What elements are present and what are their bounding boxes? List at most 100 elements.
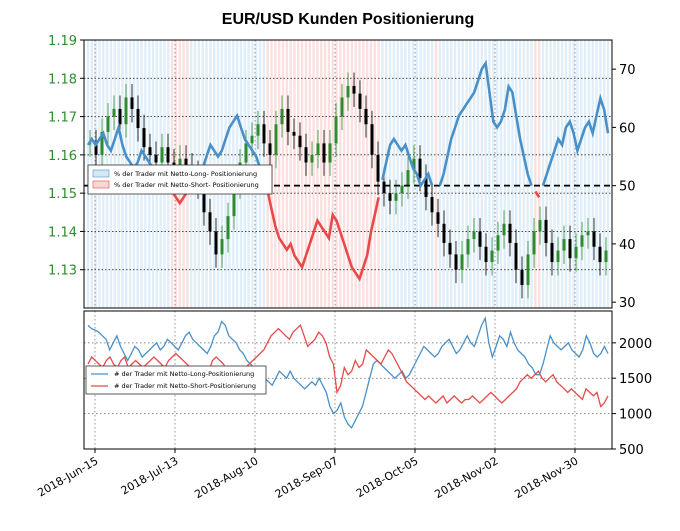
date-tick-label: 2018-Jul-13 [119,454,181,497]
sentiment-fill-column [553,40,556,308]
sentiment-fill-column [411,40,415,308]
sentiment-fill-column [537,40,541,308]
sentiment-fill-column [308,40,311,308]
sentiment-fill-column [323,40,327,308]
sentiment-fill-column [541,40,545,308]
sentiment-fill-column [515,40,518,308]
candle-body [556,250,560,263]
sentiment-fill-column [507,40,510,308]
candle-body [256,124,260,136]
bottom-legend: # der Trader mit Netto-Long-Positionieru… [85,365,267,395]
sentiment-fill-column [492,40,495,308]
sentiment-fill-column [461,40,464,308]
candle-body [262,124,266,144]
sentiment-fill-column [358,40,361,308]
candle-body [250,135,254,144]
candle-body [160,147,164,163]
sentiment-fill-column [591,40,594,308]
sentiment-fill-column [396,40,399,308]
date-tick-label: 2018-Jun-15 [35,454,100,499]
candle-body [472,231,476,240]
sentiment-fill-column [316,40,319,308]
sentiment-tick-label: 40 [619,238,636,253]
candle-body [232,185,236,217]
sentiment-fill-column [335,40,338,308]
candle-body [358,93,362,109]
candle-body [544,219,548,243]
sentiment-fill-column [274,40,277,308]
candle-body [148,147,152,155]
sentiment-fill-column [576,40,579,308]
price-tick-label: 1.15 [48,187,77,202]
candle-body [484,246,488,263]
date-axis-ticks: 2018-Jun-15 2018-Jul-13 2018-Aug-10 2018-Se… [35,449,581,501]
sentiment-fill-column [511,40,514,308]
sentiment-fill-column [457,40,461,308]
count-axis-ticks: 500 1000 1500 2000 [612,337,652,458]
sentiment-fill-column [277,40,281,308]
sentiment-fill-column [400,40,403,308]
candle-body [130,97,134,109]
sentiment-fill-column [327,40,331,308]
sentiment-fill-column [602,40,606,308]
long-fill-swatch [92,169,110,178]
short-count-line [87,324,609,408]
sentiment-fill-column [557,40,560,308]
candle-body [112,108,116,117]
bottom-legend-long-label: # der Trader mit Netto-Long-Positionieru… [114,370,254,378]
candle-body [292,131,296,136]
long-count-line [87,315,609,429]
sentiment-fill-column [312,40,315,308]
top-panel: 1.131.141.151.161.171.181.19 3040506070 … [48,34,636,311]
sentiment-fill-column [465,40,468,308]
count-tick-label: 500 [619,443,644,458]
candle-body [538,219,542,232]
sentiment-fill-column [587,40,591,308]
sentiment-fill-column [568,40,571,308]
candle-body [214,231,218,255]
price-tick-label: 1.13 [48,264,77,279]
sentiment-fill-column [331,40,334,308]
candle-body [364,108,368,125]
sentiment-fill-column [476,40,480,308]
candle-body [532,231,536,255]
sentiment-fill-column [404,40,407,308]
price-candles [88,72,608,299]
candle-body [424,177,428,197]
candle-body [304,147,308,163]
sentiment-tick-label: 70 [619,63,636,78]
sentiment-fill-column [488,40,491,308]
date-tick-label: 2018-Sep-07 [273,454,341,501]
sentiment-axis-ticks: 30 40 50 60 70 [612,63,636,311]
sentiment-fill-column [453,40,457,308]
top-legend-long-label: % der Trader mit Netto-Long- Positionier… [114,170,257,178]
candle-body [334,116,338,144]
candle-body [436,212,440,224]
sentiment-tick-label: 50 [619,180,636,195]
candle-body [268,143,272,155]
sentiment-fill-column [446,40,449,308]
candle-body [352,85,356,94]
candle-body [124,97,128,125]
candle-body [520,269,524,286]
candle-body [508,223,512,243]
long-percent-line [86,59,610,189]
sentiment-fill-column [320,40,323,308]
price-tick-label: 1.18 [48,72,77,87]
candle-body [316,143,320,155]
sentiment-fill-column [388,40,392,308]
candle-body [514,242,518,270]
candle-body [166,147,170,163]
candle-body [184,158,188,167]
candle-body [298,135,302,148]
sentiment-fill-column [606,40,610,308]
candle-body [106,116,110,132]
sentiment-fill-column [583,40,587,308]
candle-body [442,223,446,243]
sentiment-fill-column [392,40,396,308]
price-tick-label: 1.19 [48,34,77,49]
candle-body [382,181,386,194]
price-tick-label: 1.14 [48,225,77,240]
date-tick-label: 2018-Nov-02 [432,454,500,501]
candle-body [100,131,104,155]
